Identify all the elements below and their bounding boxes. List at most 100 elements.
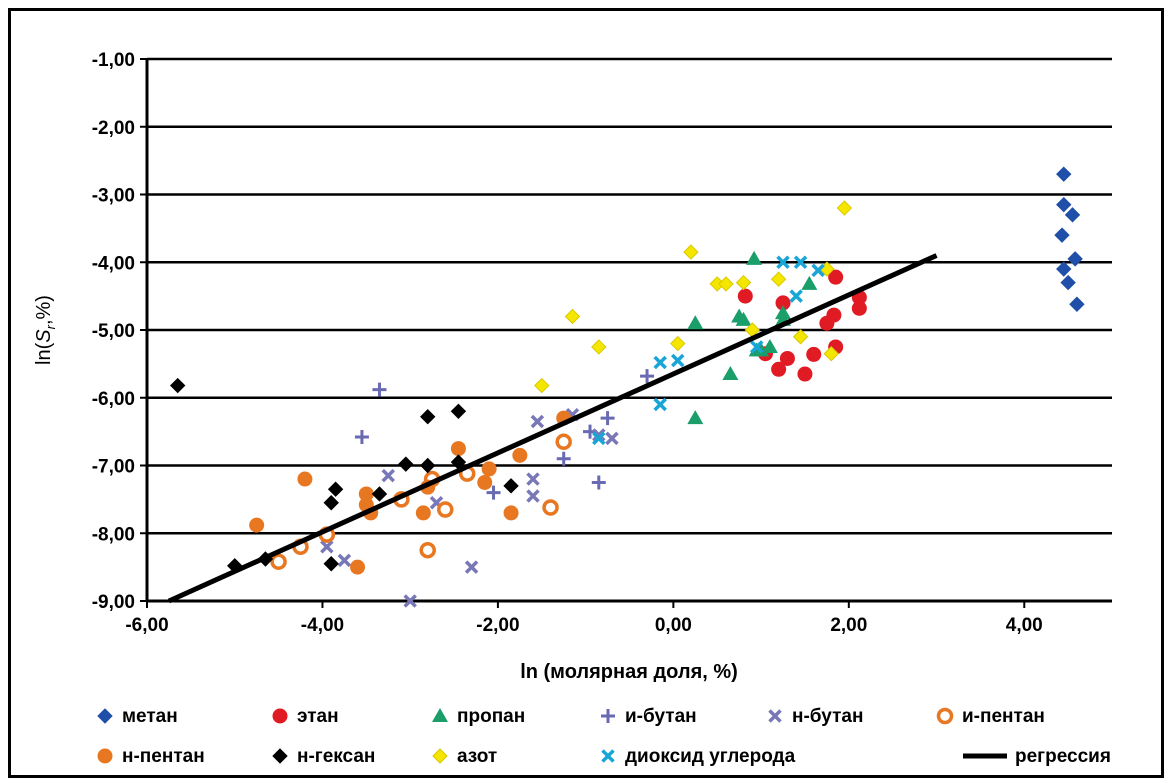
y-axis-title: ln(Sr,%) [33, 295, 58, 365]
series-диоксид углерода [592, 255, 825, 446]
data-point [687, 410, 704, 425]
data-point [761, 338, 778, 353]
data-point [687, 315, 704, 330]
data-point [819, 315, 835, 331]
legend-marker [601, 749, 615, 763]
data-point [797, 366, 813, 382]
y-tick-label: -9,00 [92, 592, 135, 613]
data-point [1069, 296, 1085, 312]
data-point [793, 255, 808, 269]
legend-item: н-бутан [768, 706, 863, 727]
data-point [592, 428, 606, 442]
data-point [320, 540, 334, 554]
data-point [503, 505, 519, 521]
series-азот [534, 200, 853, 394]
data-point [670, 335, 686, 352]
data-point [653, 355, 667, 370]
data-point [486, 485, 501, 500]
data-point [403, 594, 417, 608]
data-point [371, 486, 388, 502]
series-н-бутан [320, 407, 619, 608]
data-point [354, 430, 369, 445]
grid-lines [147, 57, 1112, 535]
regression-line-layer [167, 253, 938, 604]
data-point [737, 288, 753, 304]
legend-label: и-бутан [625, 706, 697, 727]
data-point [350, 559, 366, 575]
y-tick-label: -2,00 [92, 118, 135, 139]
data-point [828, 269, 844, 285]
legend-marker [768, 709, 782, 723]
data-point [464, 560, 479, 574]
data-point [420, 457, 436, 474]
data-point [779, 350, 795, 366]
data-point [398, 456, 414, 472]
legend-item: азот [432, 746, 497, 767]
data-point [437, 501, 454, 518]
series-н-пентан [249, 410, 572, 575]
y-tick-label: -5,00 [92, 321, 135, 342]
data-point [327, 481, 344, 497]
data-point [823, 346, 839, 362]
x-tick-label: 2,00 [830, 615, 867, 636]
y-tick-label: -7,00 [92, 457, 135, 478]
data-point [806, 346, 822, 362]
data-point [591, 475, 606, 490]
legend-marker [272, 748, 288, 764]
legend-label: и-пентан [962, 706, 1045, 727]
data-point [481, 461, 497, 477]
legend: метан этан пропан и-бутан н-бутан и-пентан н-п… [97, 706, 1111, 767]
data-point [323, 556, 339, 572]
tick-labels: -1,00 -2,00 -3,00 -4,00 -5,00 -6,00 -7,00 -8,00… [92, 50, 1043, 636]
legend-item: диоксид углерода [601, 746, 796, 767]
data-point [591, 339, 607, 355]
legend-label: этан [297, 706, 339, 727]
data-point [671, 353, 685, 368]
data-point [556, 451, 571, 466]
data-point [718, 276, 734, 292]
data-point [1056, 196, 1072, 213]
data-point [1060, 274, 1076, 291]
regression-line [167, 253, 938, 604]
data-point [526, 472, 540, 486]
x-tick-label: 4,00 [1006, 615, 1043, 636]
data-point [749, 340, 764, 354]
data-point [771, 361, 787, 377]
legend-item: этан [272, 706, 339, 727]
data-point [420, 409, 436, 425]
legend-marker [432, 708, 448, 722]
x-tick-label: -6,00 [125, 615, 168, 636]
legend-marker [936, 707, 954, 725]
legend-item: и-пентан [936, 706, 1045, 727]
legend-marker [97, 748, 113, 764]
data-point [530, 414, 545, 429]
x-axis-title: ln (молярная доля, %) [520, 661, 738, 683]
data-point [801, 275, 818, 290]
data-point [564, 308, 581, 325]
data-point [169, 377, 186, 394]
data-point [555, 433, 572, 451]
legend-label: диоксид углерода [625, 746, 796, 767]
data-point [683, 244, 699, 260]
data-point [600, 411, 615, 426]
data-point [1056, 166, 1072, 182]
data-point [775, 295, 791, 311]
data-point [776, 255, 790, 269]
data-point [337, 553, 352, 568]
data-point [746, 250, 763, 265]
series-н-гексан [169, 377, 519, 574]
data-point [358, 486, 374, 502]
legend-label: н-пентан [122, 746, 205, 767]
data-point [503, 478, 519, 494]
data-point [722, 366, 739, 381]
data-point [653, 397, 667, 412]
legend-item: метан [97, 706, 178, 727]
data-point [1067, 251, 1083, 267]
data-point [640, 369, 655, 384]
legend-item: регрессия [963, 746, 1111, 767]
data-point [381, 468, 395, 483]
data-point [811, 263, 825, 278]
x-tick-label: 0,00 [655, 615, 692, 636]
data-point [770, 271, 787, 287]
data-point [526, 489, 540, 503]
